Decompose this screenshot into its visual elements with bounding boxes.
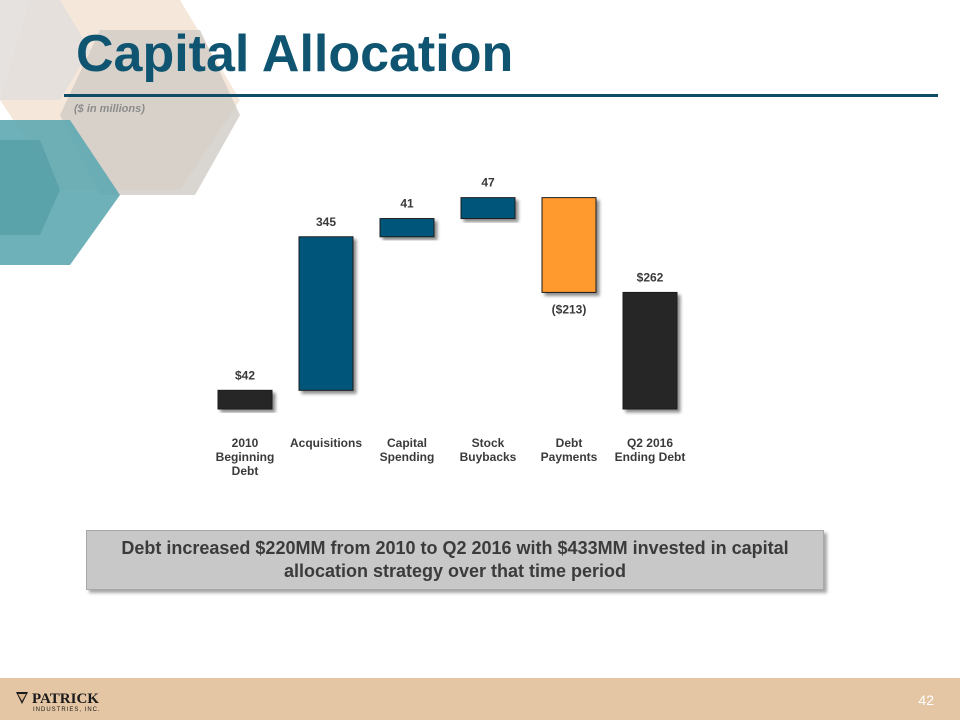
summary-callout-text: Debt increased $220MM from 2010 to Q2 20… [121, 538, 789, 581]
summary-callout: Debt increased $220MM from 2010 to Q2 20… [86, 530, 824, 590]
page-number: 42 [918, 692, 934, 708]
data-label-2: 41 [400, 197, 414, 211]
category-label-3-1: Buybacks [460, 450, 517, 464]
category-label-5-1: Ending Debt [615, 450, 686, 464]
decor-hex-light [0, 0, 90, 100]
category-label-4-0: Debt [556, 436, 583, 450]
category-label-2-0: Capital [387, 436, 427, 450]
bar-5 [622, 291, 678, 410]
bar-1 [298, 236, 354, 391]
data-label-5: $262 [637, 270, 664, 284]
category-label-3-0: Stock [472, 436, 505, 450]
category-label-2-1: Spending [380, 450, 435, 464]
category-label-0-0: 2010 [232, 436, 259, 450]
data-label-1: 345 [316, 215, 336, 229]
decor-hex-gray [60, 30, 240, 195]
category-label-5-0: Q2 2016 [627, 436, 673, 450]
data-label-3: 47 [481, 176, 495, 190]
category-label-0-1: Beginning [216, 450, 275, 464]
units-note: ($ in millions) [74, 103, 145, 115]
bar-0 [217, 389, 273, 410]
data-label-0: $42 [235, 368, 255, 382]
bar-3 [460, 197, 516, 220]
title-divider [64, 94, 938, 97]
page-title: Capital Allocation [76, 25, 514, 83]
category-label-1-0: Acquisitions [290, 436, 362, 450]
bar-4 [541, 197, 597, 293]
footer-bar: PATRICK INDUSTRIES, INC. 42 [0, 678, 960, 720]
logo-tagline: INDUSTRIES, INC. [33, 707, 101, 713]
bar-2 [379, 218, 435, 238]
category-label-4-1: Payments [541, 450, 598, 464]
decor-hex-teal-dark [0, 140, 60, 235]
data-label-4: ($213) [552, 302, 587, 316]
logo-name: PATRICK [32, 691, 99, 707]
category-label-0-2: Debt [232, 464, 259, 478]
patrick-logo: PATRICK INDUSTRIES, INC. [16, 691, 101, 713]
